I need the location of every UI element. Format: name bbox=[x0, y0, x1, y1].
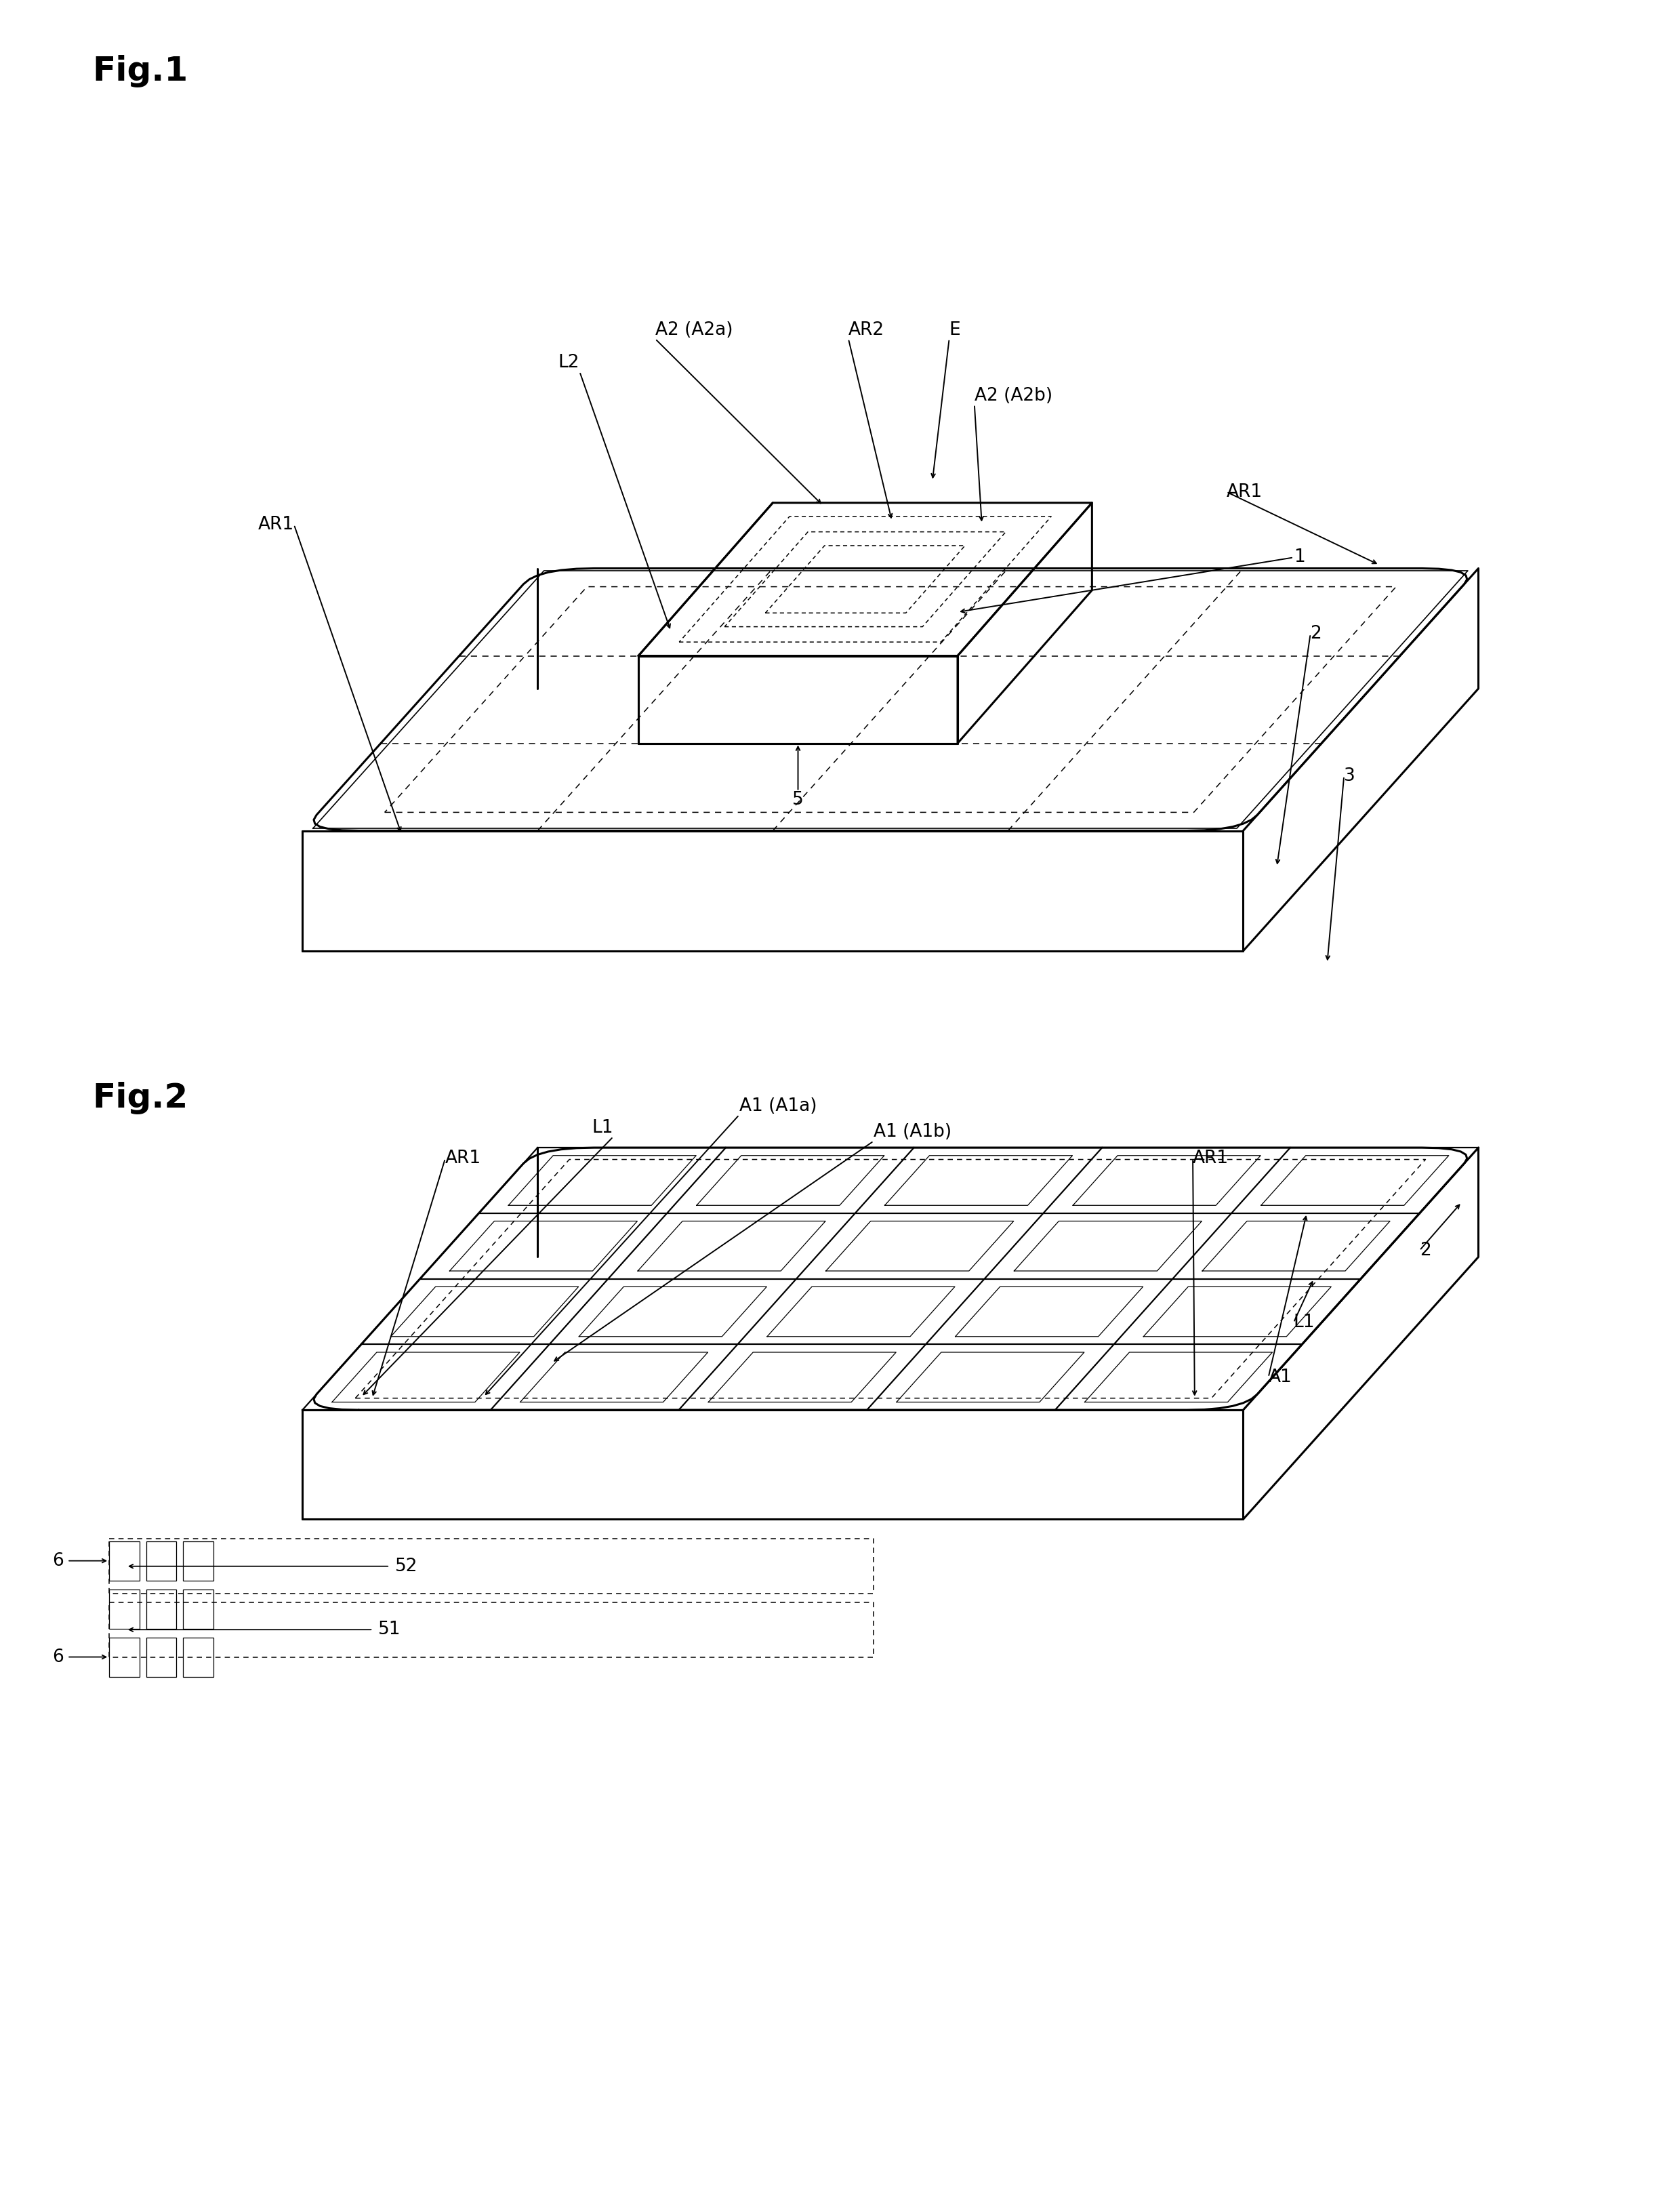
Text: AR1: AR1 bbox=[1193, 1150, 1228, 1167]
Bar bbox=[183, 1637, 213, 1677]
Text: 6: 6 bbox=[52, 1552, 64, 1570]
Text: AR1: AR1 bbox=[445, 1150, 480, 1167]
Bar bbox=[146, 1589, 176, 1629]
Text: A1 (A1b): A1 (A1b) bbox=[874, 1124, 951, 1141]
Text: A1 (A1a): A1 (A1a) bbox=[739, 1097, 816, 1115]
Text: L1: L1 bbox=[591, 1119, 613, 1137]
Bar bbox=[109, 1637, 139, 1677]
Text: A2 (A2b): A2 (A2b) bbox=[974, 387, 1052, 404]
Bar bbox=[109, 1589, 139, 1629]
Text: 51: 51 bbox=[378, 1620, 402, 1640]
Text: Fig.2: Fig.2 bbox=[92, 1082, 188, 1115]
Text: 6: 6 bbox=[52, 1648, 64, 1666]
Text: E: E bbox=[949, 321, 961, 339]
Text: 2: 2 bbox=[1420, 1242, 1431, 1259]
Bar bbox=[109, 1541, 139, 1580]
Text: AR1: AR1 bbox=[1226, 483, 1262, 501]
Text: A1: A1 bbox=[1268, 1368, 1292, 1386]
Text: 52: 52 bbox=[395, 1556, 418, 1576]
Text: Fig.1: Fig.1 bbox=[92, 55, 188, 87]
Text: 5: 5 bbox=[793, 791, 803, 809]
Text: L1: L1 bbox=[1294, 1314, 1315, 1331]
Text: AR2: AR2 bbox=[848, 321, 884, 339]
Text: L2: L2 bbox=[558, 354, 580, 372]
Text: 3: 3 bbox=[1344, 767, 1356, 785]
Bar bbox=[146, 1637, 176, 1677]
Text: 1: 1 bbox=[1294, 549, 1305, 566]
Bar bbox=[146, 1541, 176, 1580]
Text: AR1: AR1 bbox=[259, 516, 294, 533]
Text: A2 (A2a): A2 (A2a) bbox=[655, 321, 732, 339]
Bar bbox=[183, 1541, 213, 1580]
Text: 2: 2 bbox=[1310, 625, 1322, 643]
Bar bbox=[183, 1589, 213, 1629]
